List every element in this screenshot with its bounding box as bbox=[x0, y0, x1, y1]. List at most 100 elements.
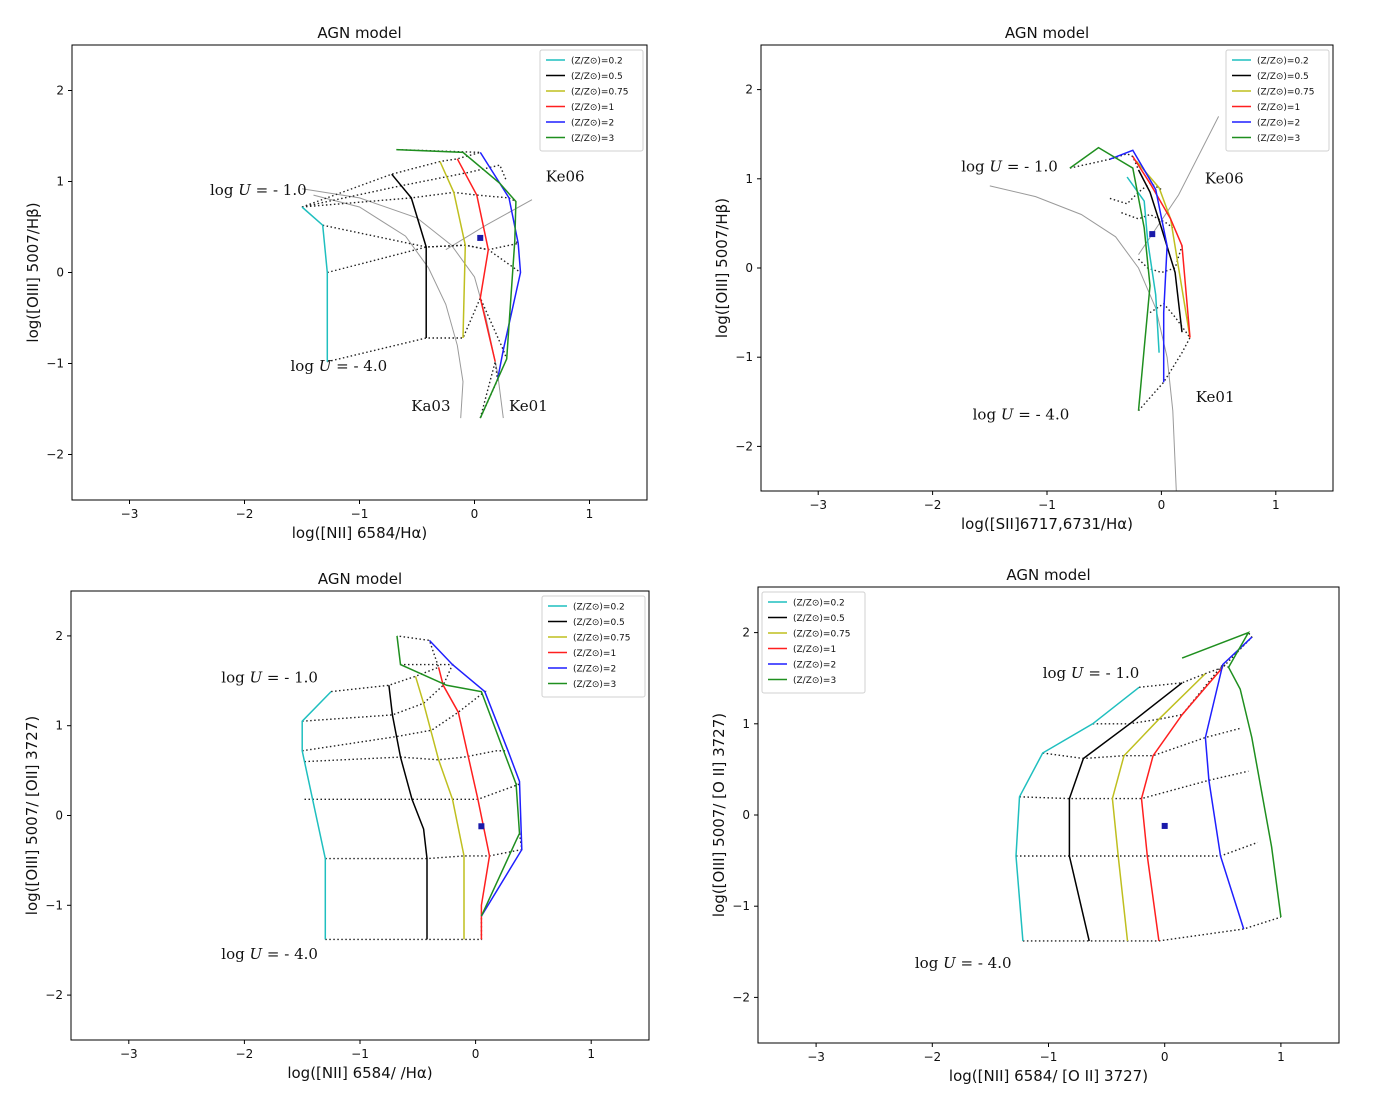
x-tick-label: 0 bbox=[471, 507, 479, 521]
ionization-gridline bbox=[325, 833, 523, 860]
y-tick-label: 1 bbox=[56, 175, 64, 189]
y-tick-label: 1 bbox=[55, 719, 63, 733]
x-tick-label: 1 bbox=[587, 1047, 595, 1061]
annotation-suffix: = - 4.0 bbox=[956, 954, 1012, 972]
ionization-gridline bbox=[479, 361, 499, 419]
series-line-z0_75 bbox=[414, 676, 465, 940]
y-tick-label: −1 bbox=[732, 899, 750, 913]
legend-entry: (Z/Z⊙)=1 bbox=[793, 645, 836, 655]
annotation-ke01: Ke01 bbox=[1196, 388, 1235, 406]
demarcation-ka03 bbox=[313, 194, 464, 419]
annotation-prefix: log bbox=[221, 669, 249, 687]
series-line-z3 bbox=[396, 148, 517, 419]
x-tick-label: 0 bbox=[1161, 1050, 1169, 1064]
y-axis-label: log([OIII] 5007/Hβ) bbox=[713, 198, 731, 338]
ionization-gridline bbox=[1121, 212, 1174, 229]
legend-entry: (Z/Z⊙)=1 bbox=[573, 649, 616, 659]
chart-panel-4: AGN model −3 −2 −1 0 1 −2 −1 0 1 2 log([NII] 6584/ … bbox=[710, 566, 1340, 1085]
legend-entry: (Z/Z⊙)=2 bbox=[571, 119, 614, 129]
demarcation-ke01 bbox=[301, 188, 504, 419]
series-line-z0_2 bbox=[1015, 686, 1140, 941]
chart-title: AGN model bbox=[1006, 566, 1090, 584]
annotation-variable: U bbox=[249, 945, 263, 963]
ionization-gridline bbox=[1019, 770, 1249, 800]
ionization-gridline bbox=[1137, 337, 1191, 412]
annotation-logu: log U = - 4.0 bbox=[221, 945, 318, 963]
x-tick-label: −2 bbox=[236, 1047, 254, 1061]
annotation-variable: U bbox=[943, 954, 957, 972]
legend-entry: (Z/Z⊙)=0.2 bbox=[793, 599, 845, 609]
series-line-z0_75 bbox=[439, 161, 467, 339]
series-line-z0_5 bbox=[391, 173, 427, 338]
observed-point bbox=[1161, 822, 1168, 829]
ionization-gridline bbox=[1042, 727, 1241, 760]
plot-area bbox=[1015, 631, 1282, 942]
x-tick-label: −2 bbox=[924, 498, 942, 512]
y-tick-label: 2 bbox=[745, 83, 753, 97]
x-axis-label: log([NII] 6584/ /Hα) bbox=[287, 1064, 432, 1082]
y-tick-label: −1 bbox=[46, 357, 64, 371]
annotation-suffix: = - 1.0 bbox=[1084, 664, 1140, 682]
legend-entry: (Z/Z⊙)=3 bbox=[571, 134, 614, 144]
series-line-z0_2 bbox=[301, 691, 332, 940]
x-tick-label: 1 bbox=[1272, 498, 1280, 512]
y-tick-label: 0 bbox=[55, 809, 63, 823]
legend: (Z/Z⊙)=0.2 (Z/Z⊙)=0.5 (Z/Z⊙)=0.75 (Z/Z⊙)=1 (… bbox=[1225, 49, 1330, 152]
chart-panel-3: AGN model −3 −2 −1 0 1 −2 −1 0 1 2 log([NII] 6584/ … bbox=[23, 570, 650, 1082]
legend-box bbox=[761, 591, 866, 694]
ionization-gridline bbox=[1139, 632, 1253, 688]
annotation-ke06: Ke06 bbox=[546, 168, 585, 186]
y-tick-label: −1 bbox=[735, 350, 753, 364]
y-tick-label: −2 bbox=[735, 439, 753, 453]
y-tick-label: 1 bbox=[745, 172, 753, 186]
axes-frame bbox=[71, 44, 648, 501]
annotation-variable: U bbox=[319, 357, 333, 375]
x-axis-label: log([NII] 6584/Hα) bbox=[292, 524, 428, 542]
legend-entry: (Z/Z⊙)=2 bbox=[573, 665, 616, 675]
y-axis-label: log([OIII] 5007/ [O II] 3727) bbox=[710, 713, 728, 917]
chart-title: AGN model bbox=[317, 24, 401, 42]
ionization-gridline bbox=[1069, 153, 1140, 171]
y-tick-label: 0 bbox=[745, 261, 753, 275]
legend-entry: (Z/Z⊙)=3 bbox=[1257, 134, 1300, 144]
series-line-z0_5 bbox=[1068, 682, 1183, 942]
legend-entry: (Z/Z⊙)=0.5 bbox=[1257, 72, 1309, 82]
axes-frame bbox=[757, 586, 1340, 1044]
ionization-gridline bbox=[1016, 841, 1258, 857]
annotation-variable: U bbox=[1001, 406, 1015, 424]
y-tick-label: 1 bbox=[742, 717, 750, 731]
y-tick-label: 2 bbox=[742, 626, 750, 640]
plot-area bbox=[301, 148, 533, 419]
series-line-z3 bbox=[396, 635, 521, 917]
x-tick-label: −3 bbox=[809, 498, 827, 512]
y-tick-label: −2 bbox=[46, 448, 64, 462]
ionization-gridline bbox=[302, 663, 454, 722]
y-tick-label: 0 bbox=[56, 266, 64, 280]
axes-frame bbox=[760, 44, 1334, 492]
annotation-prefix: log bbox=[291, 357, 319, 375]
ionization-gridline bbox=[327, 244, 521, 274]
annotation-logu: log U = - 4.0 bbox=[291, 357, 388, 375]
annotation-variable: U bbox=[238, 181, 252, 199]
ionization-gridline bbox=[301, 191, 517, 208]
annotation-variable: U bbox=[249, 669, 263, 687]
annotation-variable: U bbox=[1071, 664, 1085, 682]
legend-entry: (Z/Z⊙)=0.2 bbox=[573, 603, 625, 613]
annotation-logu: log U = - 1.0 bbox=[1043, 664, 1140, 682]
series-line-z0_75 bbox=[1111, 673, 1206, 941]
legend-entry: (Z/Z⊙)=0.5 bbox=[793, 614, 845, 624]
annotation-prefix: log bbox=[973, 406, 1001, 424]
legend-entry: (Z/Z⊙)=2 bbox=[793, 661, 836, 671]
chart-panel-1: AGN model −3 −2 −1 0 1 −2 −1 0 1 2 log([NII] 6584/H… bbox=[24, 24, 648, 542]
series-line-z3 bbox=[1181, 631, 1282, 918]
legend-entry: (Z/Z⊙)=3 bbox=[793, 676, 836, 686]
annotation-prefix: log bbox=[210, 181, 238, 199]
demarcation-ke06 bbox=[445, 199, 533, 251]
legend-box bbox=[541, 595, 646, 698]
series-line-z3 bbox=[1069, 146, 1151, 411]
series-line-z0_5 bbox=[388, 685, 428, 940]
series-line-z2 bbox=[428, 639, 523, 917]
annotation-prefix: log bbox=[1043, 664, 1071, 682]
legend-entry: (Z/Z⊙)=1 bbox=[571, 103, 614, 113]
